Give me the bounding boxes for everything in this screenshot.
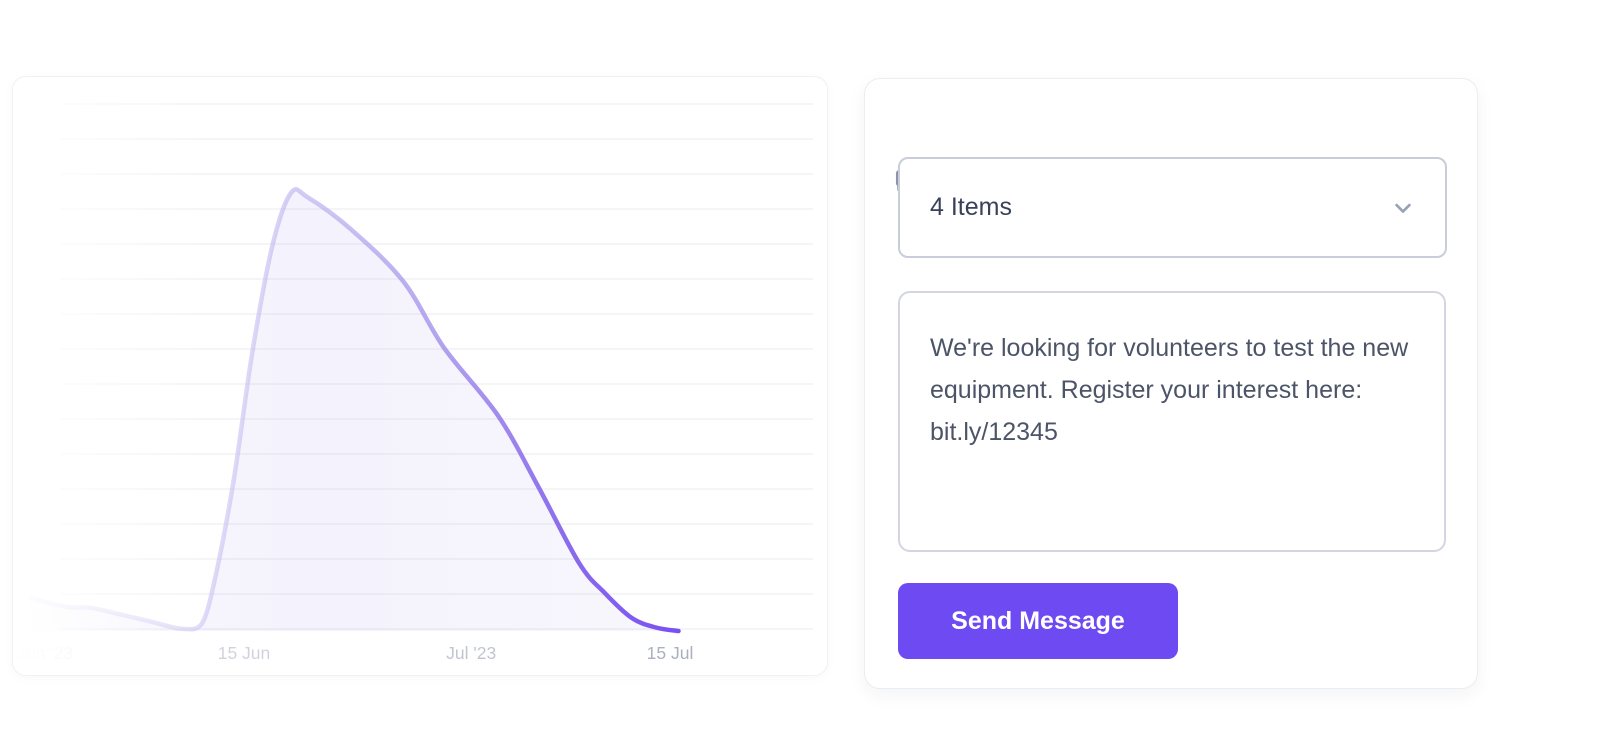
x-tick-label: Jul '23 xyxy=(446,643,497,663)
items-select[interactable]: 4 Items xyxy=(898,157,1447,258)
send-message-button[interactable]: Send Message xyxy=(898,583,1178,659)
message-textarea[interactable]: We're looking for volunteers to test the… xyxy=(898,291,1446,552)
trend-area-chart xyxy=(28,103,813,634)
x-tick-label: 15 Jul xyxy=(646,643,694,663)
chart-card: Jun '23 15 Jun Jul '23 15 Jul xyxy=(12,76,828,676)
message-customer-card: Message Customer 4 Items We're looking f… xyxy=(864,78,1478,689)
x-tick-label: 15 Jun xyxy=(217,643,271,663)
items-select-value: 4 Items xyxy=(930,193,1012,221)
x-axis-labels: Jun '23 15 Jun Jul '23 15 Jul xyxy=(13,643,827,669)
chevron-down-icon xyxy=(1395,203,1411,213)
x-tick-label: Jun '23 xyxy=(17,643,74,663)
